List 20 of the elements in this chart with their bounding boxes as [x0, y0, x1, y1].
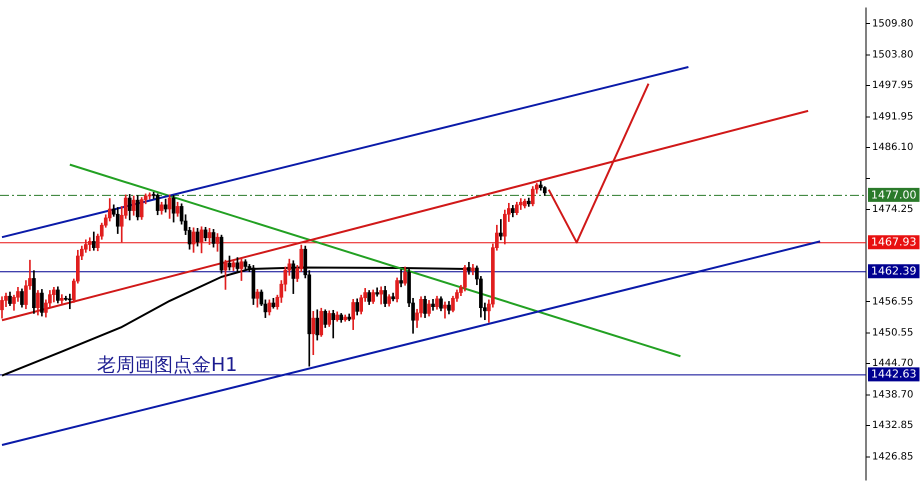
y-tick-label: 1450.55 [872, 328, 914, 339]
candlestick [443, 302, 447, 318]
ref-line-label: 1467.93 [871, 236, 916, 249]
y-tick-label: 1432.85 [872, 420, 914, 432]
y-tick-label: 1438.70 [872, 389, 914, 400]
y-tick-label: 1509.80 [872, 18, 914, 30]
y-tick-label: 1444.70 [872, 358, 914, 370]
candlestick [224, 260, 228, 290]
y-tick-label: 1474.25 [872, 204, 914, 215]
ref-line-label: 1442.63 [871, 368, 916, 381]
y-tick-label: 1503.80 [872, 50, 914, 61]
annotation: 老周画图点金H1 [97, 354, 238, 376]
y-tick-label: 1456.55 [872, 296, 914, 308]
candlestick [399, 269, 403, 288]
ref-line-label: 1477.00 [871, 188, 916, 202]
y-tick-label: 1491.95 [872, 111, 914, 122]
y-tick-label: 1497.95 [872, 80, 914, 92]
y-tick-label: 1486.10 [872, 142, 914, 153]
ref-line-label: 1462.39 [871, 264, 916, 278]
y-tick-label: 1426.85 [872, 451, 914, 462]
